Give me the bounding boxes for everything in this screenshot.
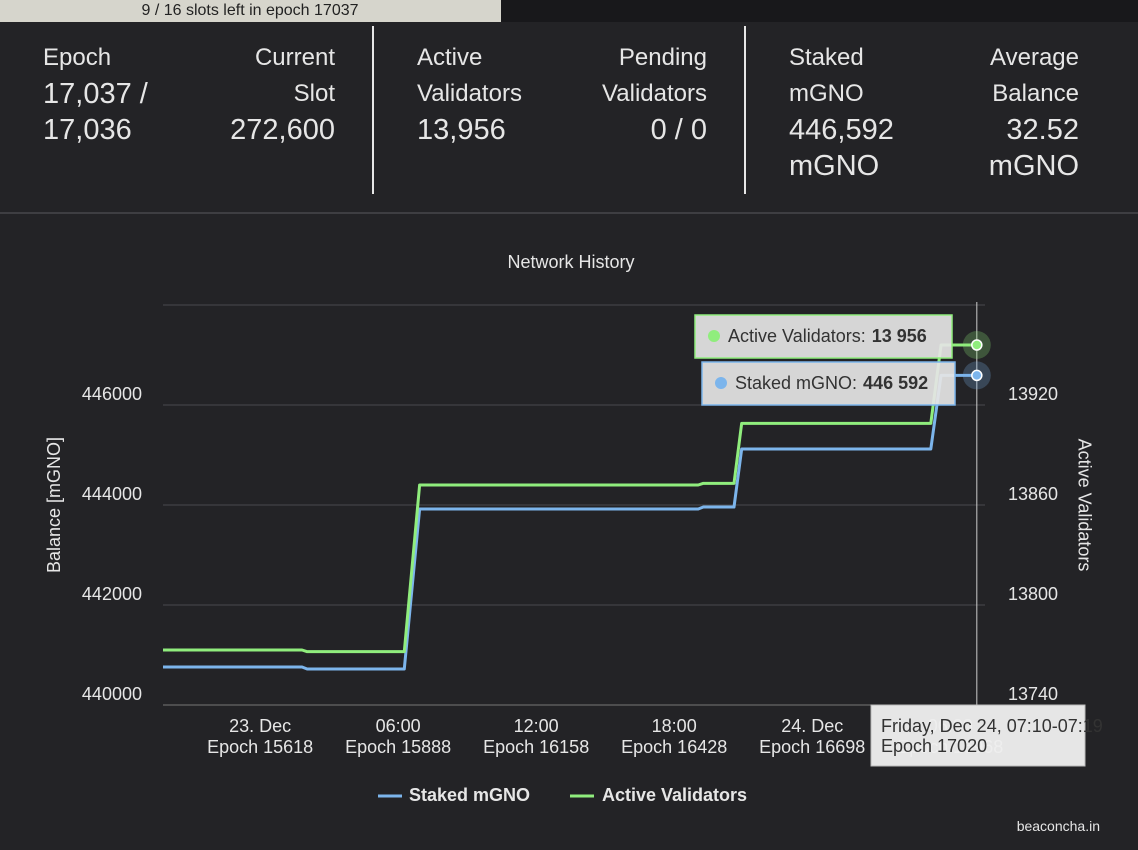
hover-point: [971, 339, 983, 351]
time-tooltip-header: Friday, Dec 24, 07:10-07:19: [881, 716, 1103, 736]
tooltip-box: [694, 314, 953, 359]
stat-group: Epoch 17,037 / 17,036 Current Slot 272,600: [0, 22, 372, 212]
legend-label: Active Validators: [602, 785, 747, 805]
stat: Staked mGNO 446,592 mGNO: [789, 40, 911, 194]
stat: Active Validators 13,956: [417, 40, 539, 194]
legend-label: Staked mGNO: [409, 785, 530, 805]
x-tick-label: 06:00: [376, 716, 421, 736]
y2-tick-label: 13860: [1008, 484, 1058, 504]
stat-value: 446,592 mGNO: [789, 114, 894, 182]
y2-tick-label: 13920: [1008, 384, 1058, 404]
tooltip-value: 446 592: [863, 373, 928, 393]
y2-tick-label: 13800: [1008, 584, 1058, 604]
chart-title: Network History: [507, 252, 634, 272]
stat-label: Average Balance: [990, 44, 1079, 107]
tooltip-value: 13 956: [872, 326, 927, 346]
y-axis-title: Balance [mGNO]: [44, 437, 64, 573]
stat-group: Active Validators 13,956 Pending Validator…: [372, 26, 744, 194]
stat-value: 272,600: [230, 114, 335, 146]
tooltip-box: [701, 361, 956, 406]
x-tick-epoch: Epoch 15618: [207, 737, 313, 757]
y-tick-label: 446000: [82, 384, 142, 404]
y-tick-label: 440000: [82, 684, 142, 704]
progress-text: 9 / 16 slots left in epoch 17037: [141, 2, 359, 19]
stat-label: Staked mGNO: [789, 44, 864, 107]
stat-group: Staked mGNO 446,592 mGNO Average Balance 32…: [744, 26, 1116, 194]
tooltip-label: Active Validators:: [728, 326, 866, 346]
stat-label: Current Slot: [254, 44, 335, 107]
y-tick-label: 442000: [82, 584, 142, 604]
chart: Network History 440000 442000 444000 446000 1…: [44, 252, 1103, 805]
stat-label: Pending Validators: [602, 44, 707, 107]
stat-label: Active Validators: [417, 44, 522, 107]
stat-value: 0 / 0: [650, 114, 707, 146]
stat-value: 32.52 mGNO: [988, 114, 1079, 182]
progress-fill: [0, 0, 501, 22]
y2-axis-title: Active Validators: [1074, 439, 1094, 572]
tooltip-label: Staked mGNO:: [735, 373, 857, 393]
footer[interactable]: beaconcha.in: [1016, 818, 1100, 834]
tooltip-text: Active Validators: 13 956: [728, 326, 927, 346]
stat-value: 17,037 / 17,036: [43, 78, 148, 146]
x-tick-epoch: Epoch 15888: [345, 737, 451, 757]
stat-value: 13,956: [417, 114, 506, 146]
series-line: [163, 343, 977, 654]
stat: Pending Validators 0 / 0: [585, 40, 707, 194]
x-tick-label: 18:00: [652, 716, 697, 736]
epoch-progress: 9 / 16 slots left in epoch 17037: [0, 0, 1138, 22]
stat: Epoch 17,037 / 17,036: [43, 40, 165, 212]
stats: Epoch 17,037 / 17,036 Current Slot 272,600 A…: [0, 22, 1138, 214]
stat: Current Slot 272,600: [213, 40, 335, 212]
y-tick-label: 444000: [82, 484, 142, 504]
stat-label: Epoch: [43, 44, 112, 71]
series-line: [163, 373, 977, 671]
tooltip-dot: [715, 377, 727, 389]
hover-point: [971, 369, 983, 382]
x-tick-epoch: Epoch 16698: [759, 737, 865, 757]
stat: Average Balance 32.52 mGNO: [957, 40, 1079, 194]
time-tooltip-epoch: Epoch 17020: [881, 736, 987, 756]
tooltip-dot: [708, 330, 720, 342]
x-tick-label: 24. Dec: [781, 716, 843, 736]
tooltip-text: Staked mGNO: 446 592: [735, 373, 928, 393]
x-tick-label: 23. Dec: [229, 716, 291, 736]
x-tick-epoch: Epoch 16428: [621, 737, 727, 757]
time-tooltip: [870, 704, 1086, 767]
x-tick-epoch: Epoch 16158: [483, 737, 589, 757]
x-tick-label: 12:00: [514, 716, 559, 736]
y2-tick-label: 13740: [1008, 684, 1058, 704]
